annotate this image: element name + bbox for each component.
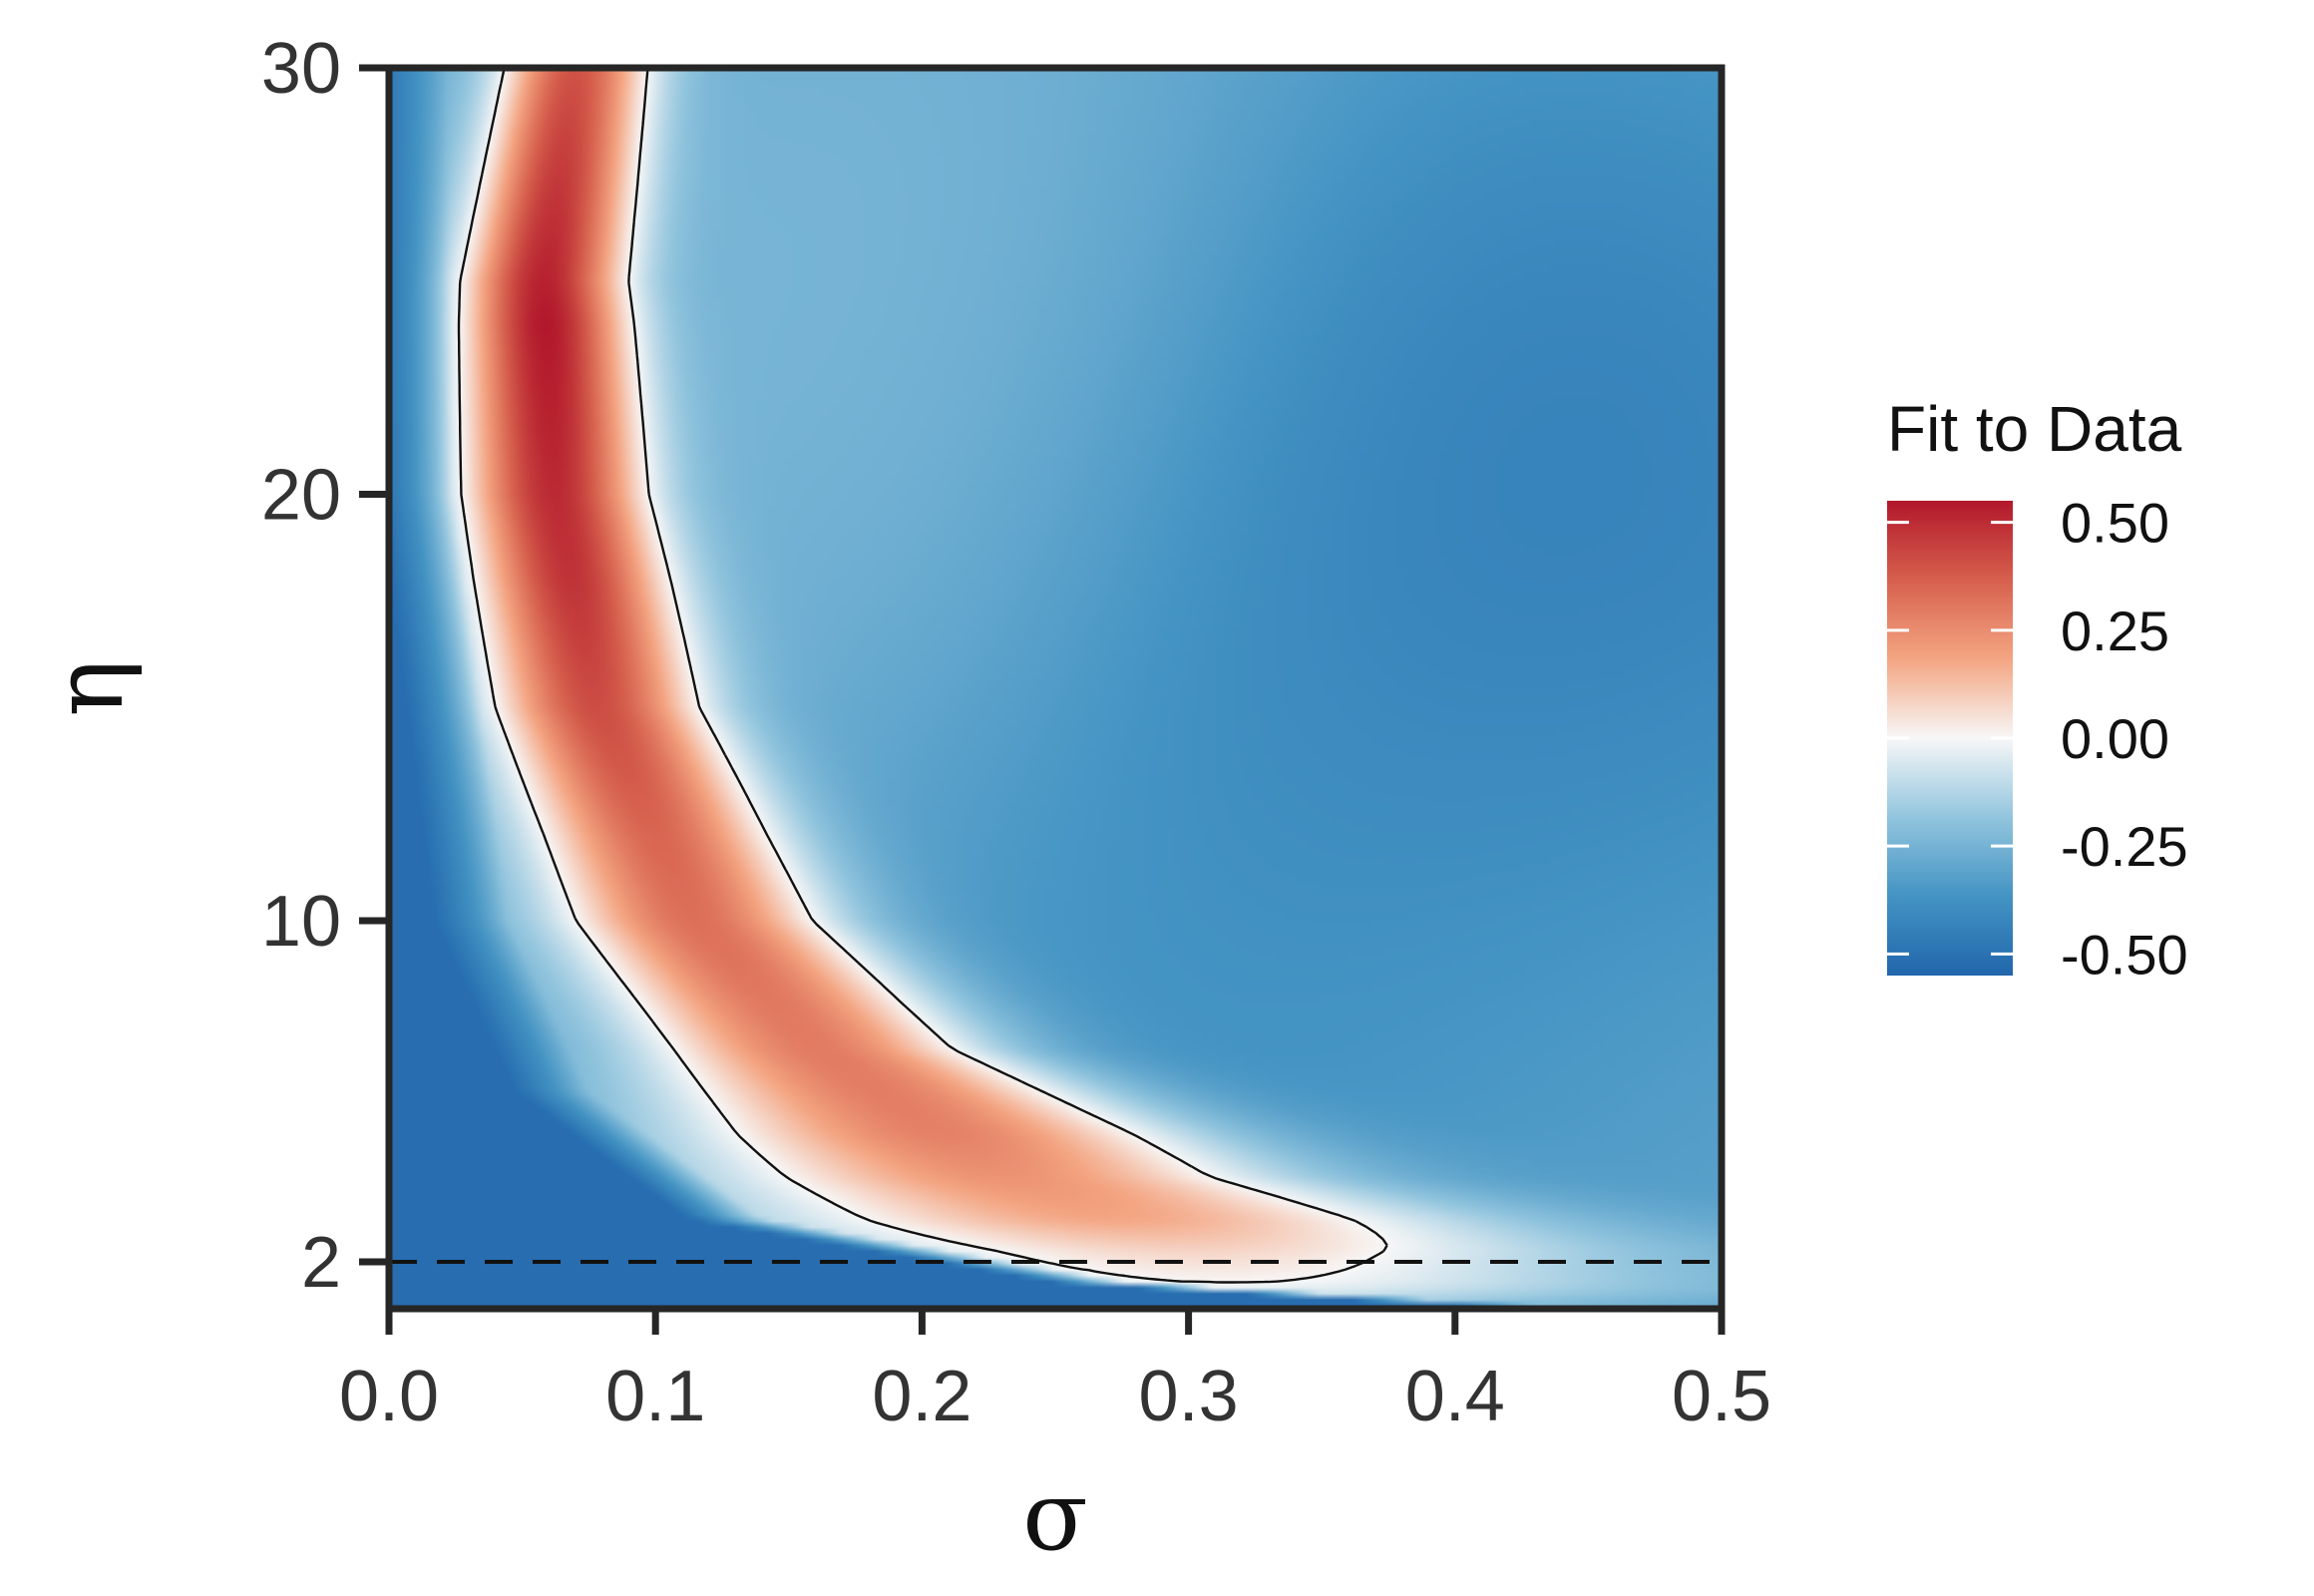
plot-border (385, 64, 1726, 1313)
y-tick-label: 30 (261, 29, 341, 109)
legend-label: -0.25 (2061, 815, 2188, 878)
heatmap-panel (385, 64, 1726, 1313)
legend-label: 0.00 (2061, 707, 2169, 770)
x-tick-label: 0.5 (1672, 1357, 1771, 1436)
legend-label: -0.50 (2061, 923, 2188, 986)
heatmap-raster (389, 68, 1722, 1309)
y-tick-label: 20 (261, 455, 341, 535)
legend-title: Fit to Data (1887, 393, 2182, 465)
y-axis: 2 10 20 30 (261, 29, 389, 1303)
legend: Fit to Data 0.50 0.25 0.00 -0.25 -0.50 (1887, 393, 2188, 986)
x-axis-title: σ (1022, 1460, 1088, 1572)
legend-ticks: 0.50 0.25 0.00 -0.25 -0.50 (1887, 492, 2188, 986)
contour-line (457, 70, 1388, 1284)
x-tick-label: 0.3 (1139, 1357, 1239, 1436)
legend-label: 0.25 (2061, 599, 2169, 662)
contour-lines (457, 70, 1388, 1284)
y-tick-label: 10 (261, 882, 341, 962)
y-axis-title: η (33, 659, 145, 717)
x-axis: 0.0 0.1 0.2 0.3 0.4 0.5 (339, 1309, 1771, 1436)
y-tick-label: 2 (301, 1223, 341, 1303)
x-tick-label: 0.0 (339, 1357, 439, 1436)
legend-label: 0.50 (2061, 492, 2169, 555)
x-tick-label: 0.4 (1405, 1357, 1505, 1436)
x-tick-label: 0.2 (872, 1357, 971, 1436)
x-tick-label: 0.1 (605, 1357, 705, 1436)
